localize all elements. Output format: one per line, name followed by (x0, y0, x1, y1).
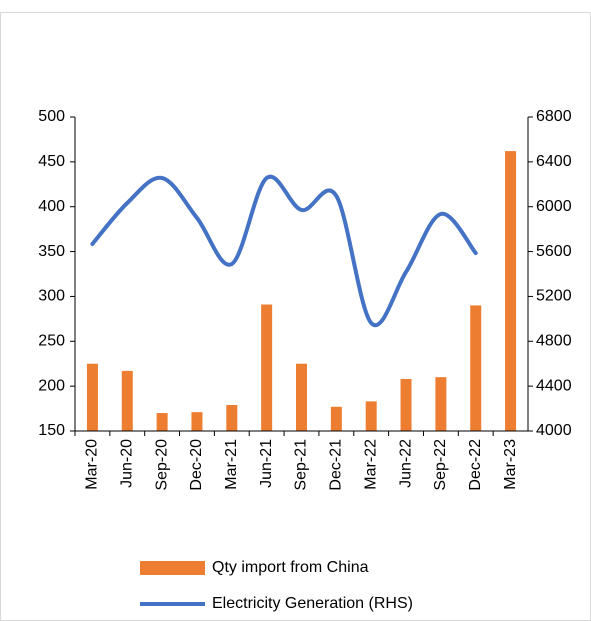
y-tick-label: 200 (38, 377, 65, 394)
bar (330, 406, 342, 431)
x-tick-label: Dec-22 (467, 439, 484, 491)
legend-label: Qty import from China (212, 559, 369, 576)
bar (86, 363, 98, 431)
x-tick-label: Mar-20 (84, 439, 101, 490)
legend-label: Electricity Generation (RHS) (212, 595, 413, 612)
y-tick-label: 450 (38, 153, 65, 170)
y2-tick-label: 6800 (536, 108, 572, 125)
bar (470, 305, 482, 431)
line (90, 174, 478, 328)
bar (400, 378, 412, 431)
x-tick-label: Jun-22 (397, 439, 414, 488)
y2-tick-label: 4400 (536, 377, 572, 394)
bar (156, 413, 168, 431)
y2-tick-label: 6000 (536, 198, 572, 215)
frame (0, 12, 591, 621)
x-tick-label: Sep-20 (153, 439, 170, 491)
x-tick-label: Jun-21 (258, 439, 275, 488)
bar (505, 151, 517, 431)
y-tick-label: 300 (38, 288, 65, 305)
x-tick-label: Sep-22 (432, 439, 449, 491)
y2-tick-label: 4800 (536, 333, 572, 350)
x-tick-label: Mar-23 (502, 439, 519, 490)
y2-tick-label: 6400 (536, 153, 572, 170)
bar (365, 401, 377, 431)
x-tick-label: Dec-20 (188, 439, 205, 491)
y2-tick-label: 5200 (536, 288, 572, 305)
bar (435, 377, 447, 431)
y-tick-label: 250 (38, 333, 65, 350)
bar (296, 363, 307, 431)
y-tick-label: 150 (38, 422, 65, 439)
x-tick-label: Jun-20 (118, 439, 135, 488)
y2-tick-label: 4000 (536, 422, 572, 439)
y2-tick-label: 5600 (536, 243, 572, 260)
bar (121, 370, 133, 431)
x-tick-label: Dec-21 (328, 439, 345, 491)
x-tick-label: Mar-22 (362, 439, 379, 490)
x-tick-label: Mar-21 (223, 439, 240, 490)
y-tick-label: 500 (38, 108, 65, 125)
bar (226, 404, 238, 431)
x-tick-label: Sep-21 (293, 439, 310, 491)
y-tick-label: 350 (38, 243, 65, 260)
bar (261, 304, 273, 431)
legend-swatch (140, 561, 205, 575)
bar (191, 412, 203, 431)
y-tick-label: 400 (38, 198, 65, 215)
